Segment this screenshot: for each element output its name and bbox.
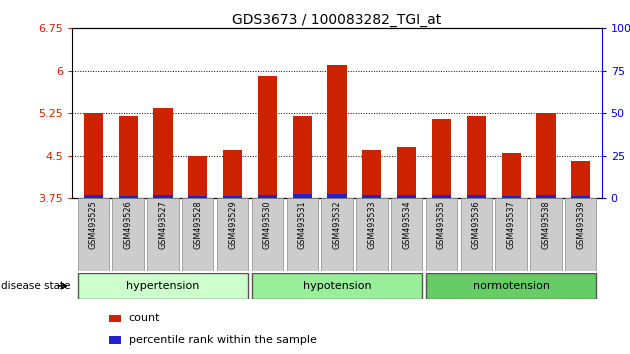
Bar — [461, 198, 492, 271]
Bar — [571, 161, 590, 198]
Text: GSM493530: GSM493530 — [263, 200, 272, 249]
Bar — [188, 156, 207, 198]
Text: GSM493533: GSM493533 — [367, 200, 376, 249]
Bar — [536, 195, 556, 198]
Text: GSM493531: GSM493531 — [298, 200, 307, 249]
Bar — [321, 198, 353, 271]
Bar — [153, 108, 173, 198]
Bar — [153, 195, 173, 198]
Bar — [495, 198, 527, 271]
Bar — [188, 196, 207, 198]
Bar — [258, 195, 277, 198]
Bar — [536, 113, 556, 198]
Bar — [252, 198, 283, 271]
Bar — [501, 196, 521, 198]
Bar — [432, 195, 451, 198]
Bar — [397, 147, 416, 198]
Bar — [397, 195, 416, 198]
Bar — [118, 116, 138, 198]
Bar — [84, 113, 103, 198]
Text: GSM493536: GSM493536 — [472, 200, 481, 249]
Text: normotension: normotension — [472, 281, 549, 291]
Text: GSM493526: GSM493526 — [123, 200, 133, 249]
Text: GSM493539: GSM493539 — [576, 200, 585, 249]
Bar — [77, 198, 109, 271]
Bar — [84, 195, 103, 198]
Bar — [118, 196, 138, 198]
Text: GSM493538: GSM493538 — [541, 200, 551, 249]
Text: disease state: disease state — [1, 281, 70, 291]
Text: GSM493537: GSM493537 — [507, 200, 515, 249]
Text: hypotension: hypotension — [303, 281, 371, 291]
Bar — [287, 198, 318, 271]
Bar — [362, 150, 381, 198]
Text: GSM493535: GSM493535 — [437, 200, 446, 249]
Bar — [362, 195, 381, 198]
Bar — [467, 116, 486, 198]
Text: GSM493532: GSM493532 — [333, 200, 341, 249]
Bar — [252, 273, 422, 299]
Bar — [426, 273, 597, 299]
Bar — [223, 150, 242, 198]
Text: hypertension: hypertension — [126, 281, 200, 291]
Bar — [501, 153, 521, 198]
Bar — [109, 315, 122, 322]
Bar — [467, 195, 486, 198]
Bar — [432, 119, 451, 198]
Bar — [530, 198, 561, 271]
Bar — [109, 336, 122, 343]
Bar — [565, 198, 597, 271]
Bar — [258, 76, 277, 198]
Text: GSM493529: GSM493529 — [228, 200, 237, 249]
Title: GDS3673 / 100083282_TGI_at: GDS3673 / 100083282_TGI_at — [232, 13, 442, 27]
Bar — [356, 198, 387, 271]
Bar — [113, 198, 144, 271]
Text: GSM493528: GSM493528 — [193, 200, 202, 249]
Bar — [571, 196, 590, 198]
Bar — [328, 194, 347, 198]
Bar — [217, 198, 248, 271]
Text: GSM493534: GSM493534 — [402, 200, 411, 249]
Bar — [293, 194, 312, 198]
Bar — [182, 198, 214, 271]
Text: percentile rank within the sample: percentile rank within the sample — [129, 335, 317, 345]
Text: GSM493527: GSM493527 — [159, 200, 168, 249]
Bar — [77, 273, 248, 299]
Bar — [391, 198, 422, 271]
Bar — [147, 198, 179, 271]
Bar — [426, 198, 457, 271]
Bar — [223, 196, 242, 198]
Text: count: count — [129, 313, 160, 324]
Bar — [293, 116, 312, 198]
Bar — [328, 65, 347, 198]
Text: GSM493525: GSM493525 — [89, 200, 98, 249]
